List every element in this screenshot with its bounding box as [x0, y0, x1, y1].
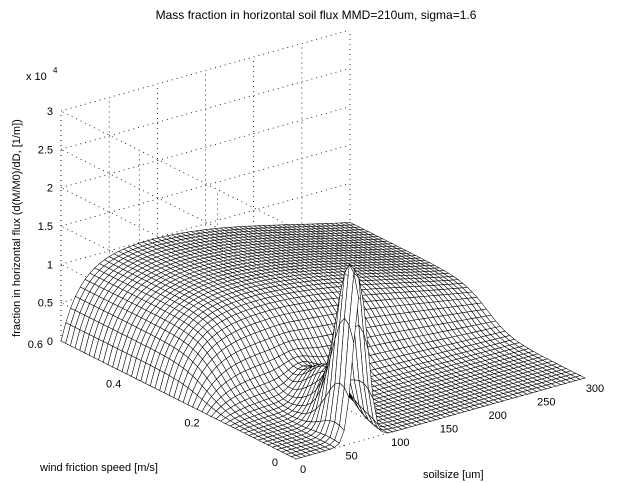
back-wall-gridline	[60, 106, 351, 189]
x-tick-label: 50	[346, 451, 358, 463]
y-axis-label: wind friction speed [m/s]	[39, 462, 158, 474]
back-wall-gridline	[60, 144, 351, 227]
axes-layer: 0 50 100 150 200 250 300 0 0.2 0.4 0.6 0 0.5 1 1.5 2 2.5…	[28, 106, 604, 476]
y-tick-label: 0.2	[184, 418, 199, 430]
back-wall-gridline	[60, 67, 351, 150]
z-tick-label: 1	[47, 259, 53, 271]
y-tick-label: 0	[272, 457, 278, 469]
z-axis-multiplier-exponent: 4	[53, 66, 58, 75]
x-tick-label: 150	[440, 424, 458, 436]
z-tick-label: 2.5	[38, 144, 53, 156]
left-wall-gridline	[60, 110, 297, 230]
x-tick-label: 200	[488, 410, 506, 422]
chart-title: Mass fraction in horizontal soil flux MM…	[156, 8, 477, 22]
y-tick-label: 0.6	[28, 339, 43, 351]
x-axis-label: soilsize [um]	[423, 469, 484, 481]
x-tick-label: 100	[391, 437, 409, 449]
z-tick-label: 1.5	[38, 221, 53, 233]
y-tick-label: 0.4	[106, 378, 121, 390]
x-tick-label: 250	[537, 397, 555, 409]
x-tick-label: 0	[300, 464, 306, 476]
surface-cell	[574, 375, 586, 380]
z-tick-label: 2	[47, 183, 53, 195]
surface-mesh	[60, 222, 586, 460]
back-wall-gridline	[60, 182, 351, 265]
back-wall-gridline	[60, 29, 351, 112]
z-axis-label: fraction in horizontal flux (d(M/M0)/dD,…	[11, 119, 23, 337]
z-tick-label: 0.5	[38, 298, 53, 310]
x-tick-label: 300	[586, 383, 604, 395]
z-axis-multiplier: x 10	[26, 71, 47, 83]
z-tick-label: 0	[47, 336, 53, 348]
z-tick-label: 3	[47, 106, 53, 118]
